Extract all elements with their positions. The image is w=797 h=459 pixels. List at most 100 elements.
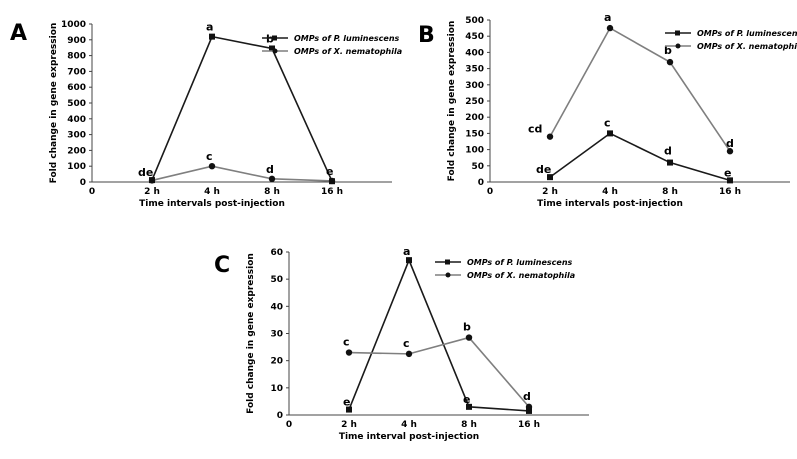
y-tick-label-a-6: 600 [67,83,86,93]
y-tick-label-b-5: 250 [465,97,484,107]
data-point-square-c-0-1 [406,257,412,264]
y-axis-title-c: Fold change in gene expression [246,253,256,414]
significance-label-b-0-0: de [536,163,551,176]
x-axis-title-c: Time interval post-injection [339,432,479,442]
panel-letter-b: B [418,23,435,48]
x-tick-label-c-4: 16 h [518,420,540,430]
x-tick-label-c-2: 4 h [401,420,417,430]
y-tick-label-c-4: 40 [270,302,283,312]
legend-marker-square-b-0 [675,30,680,36]
x-tick-label-a-2: 4 h [204,187,220,197]
data-point-circle-a-1-3 [328,177,336,185]
y-tick-label-a-9: 900 [67,36,86,46]
y-tick-label-a-7: 700 [67,67,86,77]
legend-marker-circle-b-1 [675,43,681,49]
x-tick-label-a-4: 16 h [321,187,343,197]
significance-label-a-0-1: a [206,21,213,34]
series-line-c-1 [348,336,530,408]
y-tick-label-c-0: 0 [277,411,283,421]
significance-label-b-0-1: c [604,116,611,129]
significance-label-a-0-3: e [326,165,333,178]
y-tick-label-b-9: 450 [465,32,484,42]
x-tick-label-c-3: 8 h [461,420,477,430]
y-tick-label-a-0: 0 [80,178,86,188]
y-tick-label-b-1: 50 [471,162,484,172]
y-tick-label-b-6: 300 [465,81,484,91]
legend-label-a-1: OMPs of X. nematophila [294,47,402,56]
x-axis-title-a: Time intervals post-injection [139,199,285,209]
y-tick-label-b-0: 0 [478,178,484,188]
significance-label-b-0-3: e [724,166,731,179]
legend-marker-circle-a-1 [272,48,278,54]
y-tick-label-b-8: 400 [465,48,484,58]
significance-label-a-1-2: d [266,163,274,176]
y-tick-label-a-3: 300 [67,131,86,141]
y-tick-label-a-4: 400 [67,115,86,125]
significance-label-c-0-2: e [463,393,470,406]
data-point-circle-b-1-0 [546,133,554,140]
y-tick-label-a-10: 1000 [61,20,86,30]
data-point-circle-a-1-1 [208,163,216,170]
legend-label-c-0: OMPs of P. luminescens [467,258,573,267]
y-tick-label-c-5: 50 [270,275,283,285]
legend-label-a-0: OMPs of P. luminescens [294,34,400,43]
x-tick-label-c-0: 0 [286,420,292,430]
data-point-square-c-0-0 [346,406,352,413]
legend-marker-circle-c-1 [445,272,451,278]
y-axis-title-b: Fold change in gene expression [447,21,457,182]
data-point-square-a-0-2 [269,45,275,52]
y-tick-label-c-1: 10 [270,384,283,394]
series-line-a-1 [151,165,333,182]
data-point-circle-c-1-2 [465,334,473,341]
series-line-b-0 [549,132,731,182]
data-point-circle-a-1-2 [268,175,276,183]
y-tick-label-a-5: 500 [67,99,86,109]
data-point-square-c-0-2 [466,403,472,410]
y-tick-label-b-3: 150 [465,129,484,139]
significance-label-b-0-2: d [664,145,672,158]
x-axis-title-b: Time intervals post-injection [537,199,683,209]
significance-label-c-0-0: e [343,396,350,409]
data-point-square-a-0-1 [209,33,215,40]
y-tick-label-a-2: 200 [67,146,86,156]
y-tick-label-c-2: 20 [270,357,283,367]
y-axis-title-a: Fold change in gene expression [49,23,59,184]
legend-marker-square-c-0 [445,259,450,265]
chart-panel-a: A 0 100 200 300 400 500 600 700 800 900 1000 0 2 h 4 … [10,20,402,209]
x-tick-label-b-2: 4 h [602,187,618,197]
x-tick-label-a-0: 0 [89,187,95,197]
data-point-circle-c-1-0 [345,349,353,356]
y-tick-label-b-2: 100 [465,146,484,156]
y-tick-label-a-1: 100 [67,162,86,172]
y-tick-label-a-8: 800 [67,52,86,62]
data-point-circle-a-1-0 [148,177,156,184]
significance-label-c-1-1: c [403,337,410,350]
significance-label-b-1-3: d [726,137,734,150]
legend-label-c-1: OMPs of X. nematophila [467,271,575,280]
data-point-square-b-0-2 [667,159,673,166]
y-tick-label-b-10: 500 [465,16,484,26]
series-line-b-1 [549,27,731,152]
x-tick-label-c-1: 2 h [341,420,357,430]
x-tick-label-b-4: 16 h [719,187,741,197]
data-point-square-b-0-0 [547,174,553,181]
significance-label-c-0-1: a [403,245,410,258]
x-tick-label-a-1: 2 h [144,187,160,197]
data-point-square-b-0-1 [607,130,613,137]
series-line-c-0 [348,258,530,412]
y-tick-label-b-4: 200 [465,113,484,123]
x-tick-label-b-3: 8 h [662,187,678,197]
legend-label-b-0: OMPs of P. luminescens [697,29,797,38]
panel-letter-a: A [10,21,27,46]
y-tick-label-c-3: 30 [270,330,283,340]
significance-label-a-1-1: c [206,150,213,163]
x-tick-label-a-3: 8 h [264,187,280,197]
chart-panel-b: B 0 50 100 150 200 250 300 350 400 450 500 0 2 h 4 h 8… [418,11,797,209]
significance-label-b-1-2: b [664,44,672,57]
legend-label-b-1: OMPs of X. nematophila [697,42,797,51]
data-point-circle-b-1-1 [606,24,614,32]
significance-label-a-0-2: b [266,32,274,45]
significance-label-a-0-0: de [138,166,153,179]
data-point-circle-c-1-1 [405,350,413,358]
